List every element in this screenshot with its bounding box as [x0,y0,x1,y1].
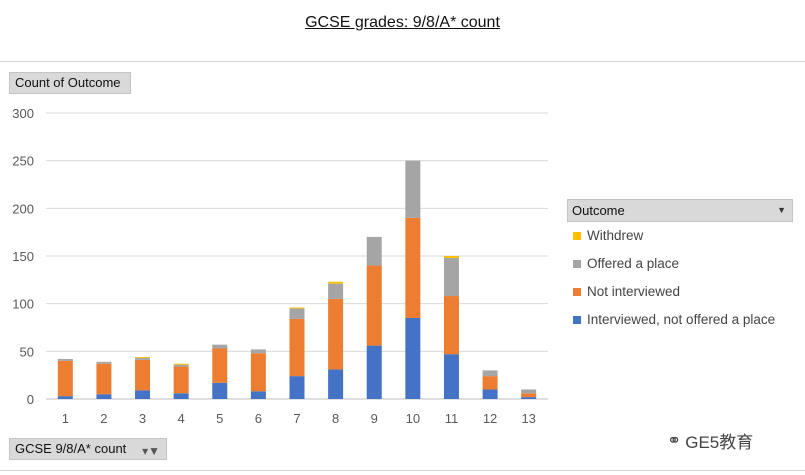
bar-segment [405,317,421,399]
value-field-label: Count of Outcome [15,75,121,90]
bar-segment [482,389,498,399]
x-tick-label: 1 [62,411,69,426]
watermark: ⚭ GE5教育 [667,428,753,453]
x-tick-label: 4 [178,411,185,426]
bar-segment [289,376,305,399]
value-field-button[interactable]: Count of Outcome [9,72,131,94]
bar-segment [135,359,151,391]
bar-segment [96,363,112,395]
legend-field-button[interactable]: Outcome ▼ [567,199,793,222]
bar-segment [443,296,459,355]
bar-segment [173,366,189,394]
bottom-divider [0,470,805,471]
legend-label: Offered a place [587,256,680,271]
bar-segment [443,256,459,258]
y-tick-label: 250 [12,154,34,169]
bar-segment [482,376,498,390]
bar-segment [328,283,344,299]
x-tick-label: 2 [100,411,107,426]
legend-label: Not interviewed [587,284,681,299]
bar-segment [405,217,421,318]
x-tick-label: 11 [445,411,459,426]
watermark-text: GE5教育 [685,433,754,452]
axis-field-button[interactable]: GCSE 9/8/A* count ▾▼ [9,438,167,460]
y-tick-label: 300 [12,106,34,121]
y-tick-label: 200 [12,201,34,216]
legend-swatch [573,316,581,324]
legend-item: Not interviewed [567,278,793,306]
bar-segment [173,393,189,399]
y-tick-label: 100 [12,297,34,312]
x-tick-label: 8 [332,411,339,426]
bar-segment [96,361,112,364]
y-tick-label: 0 [27,392,34,407]
bar-segment [212,382,228,399]
bar-segment [250,349,266,354]
legend-title: Outcome [572,203,625,218]
x-tick-label: 5 [216,411,223,426]
chevron-down-icon[interactable]: ▼ [777,205,786,215]
axis-field-label: GCSE 9/8/A* count [15,441,127,456]
bar-segment [173,363,189,365]
legend-label: Interviewed, not offered a place [587,312,776,327]
bar-segment [57,396,73,399]
y-tick-label: 50 [20,344,34,359]
legend-item: Offered a place [567,250,793,278]
bar-segment [250,391,266,399]
bar-segment [328,298,344,370]
bar-segment [521,389,537,394]
bar-segment [289,307,305,309]
bar-segment [212,344,228,349]
x-tick-label: 13 [521,411,535,426]
bar-segment [135,358,151,360]
legend-item: Interviewed, not offered a place [567,306,793,334]
bar-segment [135,357,151,359]
legend-swatch [573,232,581,240]
bar-segment [443,354,459,399]
bar-segment [443,257,459,297]
x-tick-label: 3 [139,411,146,426]
bar-segment [57,358,73,361]
bar-segment [405,160,421,218]
x-tick-label: 12 [483,411,497,426]
legend-swatch [573,260,581,268]
bar-segment [328,281,344,284]
bar-segment [250,353,266,392]
bar-segment [328,369,344,399]
bar-segment [96,394,112,399]
title-divider [0,61,805,62]
legend-label: Withdrew [587,228,644,243]
legend: Outcome ▼ Withdrew Offered a place Not int… [567,199,793,334]
bar-segment [482,370,498,377]
bar-segment [521,397,537,399]
wechat-icon: ⚭ [667,430,682,450]
bar-segment [366,265,382,346]
bar-segment [135,390,151,399]
bar-segment [173,364,189,367]
x-tick-label: 6 [255,411,262,426]
legend-item: Withdrew [567,222,793,250]
legend-swatch [573,288,581,296]
bar-segment [521,393,537,398]
filter-icon[interactable]: ▾▼ [142,444,160,458]
x-tick-label: 9 [371,411,378,426]
bar-segment [366,345,382,399]
chart-title: GCSE grades: 9/8/A* count [305,14,500,31]
y-tick-label: 150 [12,249,34,264]
bar-segment [289,318,305,377]
bar-segment [289,308,305,319]
bar-segment [366,236,382,266]
bar-segment [212,348,228,383]
x-tick-label: 7 [293,411,300,426]
legend-items: Withdrew Offered a place Not interviewed In… [567,222,793,334]
x-tick-label: 10 [406,411,420,426]
bar-segment [57,360,73,397]
